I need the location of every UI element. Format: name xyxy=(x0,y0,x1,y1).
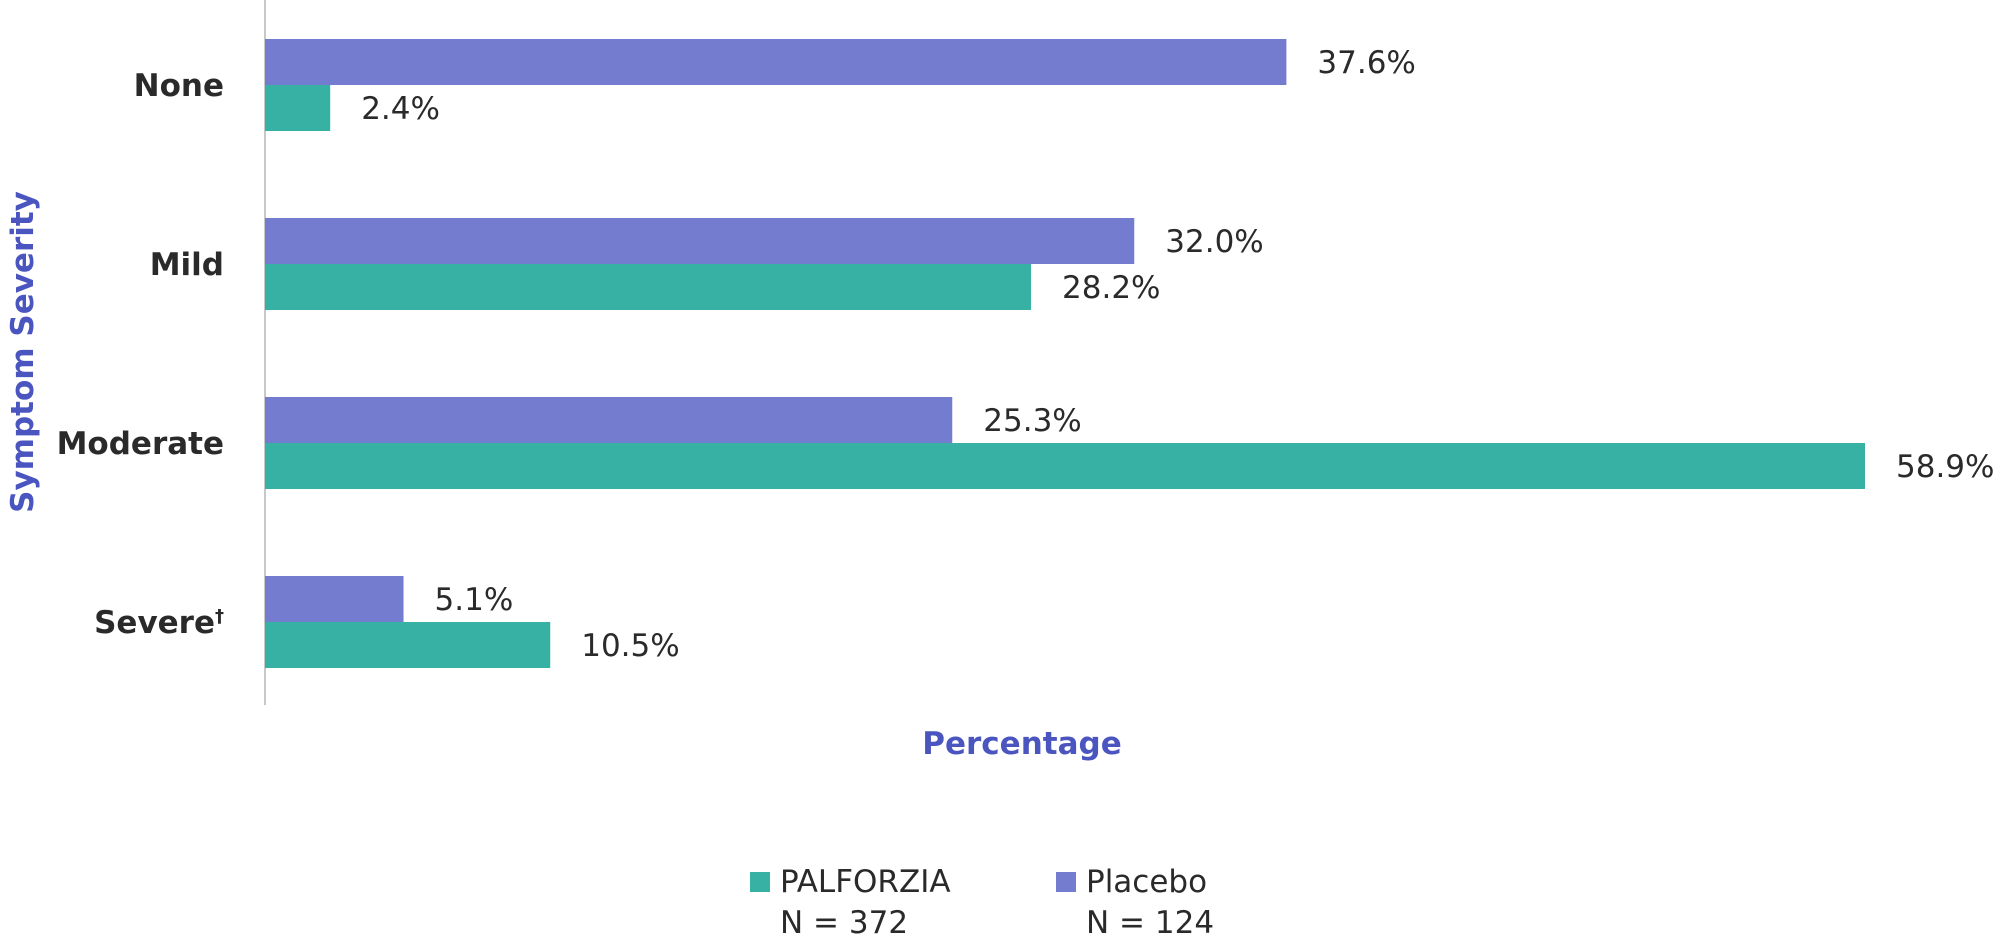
legend-swatch-placebo xyxy=(1056,872,1076,892)
legend-label-palforzia: PALFORZIA xyxy=(780,864,951,900)
category-label-severe: Severe† xyxy=(94,605,224,641)
data-label-placebo-none: 37.6% xyxy=(1317,45,1415,81)
bar-palforzia-severe xyxy=(265,622,551,668)
bars-layer xyxy=(265,39,1865,668)
bar-placebo-moderate xyxy=(265,397,953,443)
bar-placebo-mild xyxy=(265,218,1135,264)
data-label-placebo-mild: 32.0% xyxy=(1165,224,1263,260)
legend-n-palforzia: N = 372 xyxy=(780,905,908,939)
data-label-placebo-moderate: 25.3% xyxy=(983,403,1081,439)
legend-label-placebo: Placebo xyxy=(1086,864,1207,900)
footnote-marker: † xyxy=(215,606,224,627)
x-axis-title: Percentage xyxy=(922,726,1121,762)
data-label-placebo-severe: 5.1% xyxy=(435,582,514,618)
legend-n-placebo: N = 124 xyxy=(1086,905,1214,939)
legend: PALFORZIA N = 372 Placebo N = 124 xyxy=(750,864,1214,939)
data-label-palforzia-moderate: 58.9% xyxy=(1896,449,1994,485)
data-label-palforzia-severe: 10.5% xyxy=(581,628,679,664)
category-label-none: None xyxy=(134,68,224,104)
category-label-moderate: Moderate xyxy=(57,426,224,462)
category-label-mild: Mild xyxy=(150,247,224,283)
bar-palforzia-moderate xyxy=(265,443,1865,489)
labels-layer: None 37.6% 2.4% Mild 32.0%28.2% Moderate 25.3%… xyxy=(57,45,1995,664)
bar-placebo-none xyxy=(265,39,1287,85)
data-label-palforzia-mild: 28.2% xyxy=(1062,270,1160,306)
bar-palforzia-none xyxy=(265,85,331,131)
bar-placebo-severe xyxy=(265,576,404,622)
bar-palforzia-mild xyxy=(265,264,1032,310)
data-label-palforzia-none: 2.4% xyxy=(361,91,440,127)
legend-swatch-palforzia xyxy=(750,872,770,892)
y-axis-title: Symptom Severity xyxy=(5,191,41,513)
